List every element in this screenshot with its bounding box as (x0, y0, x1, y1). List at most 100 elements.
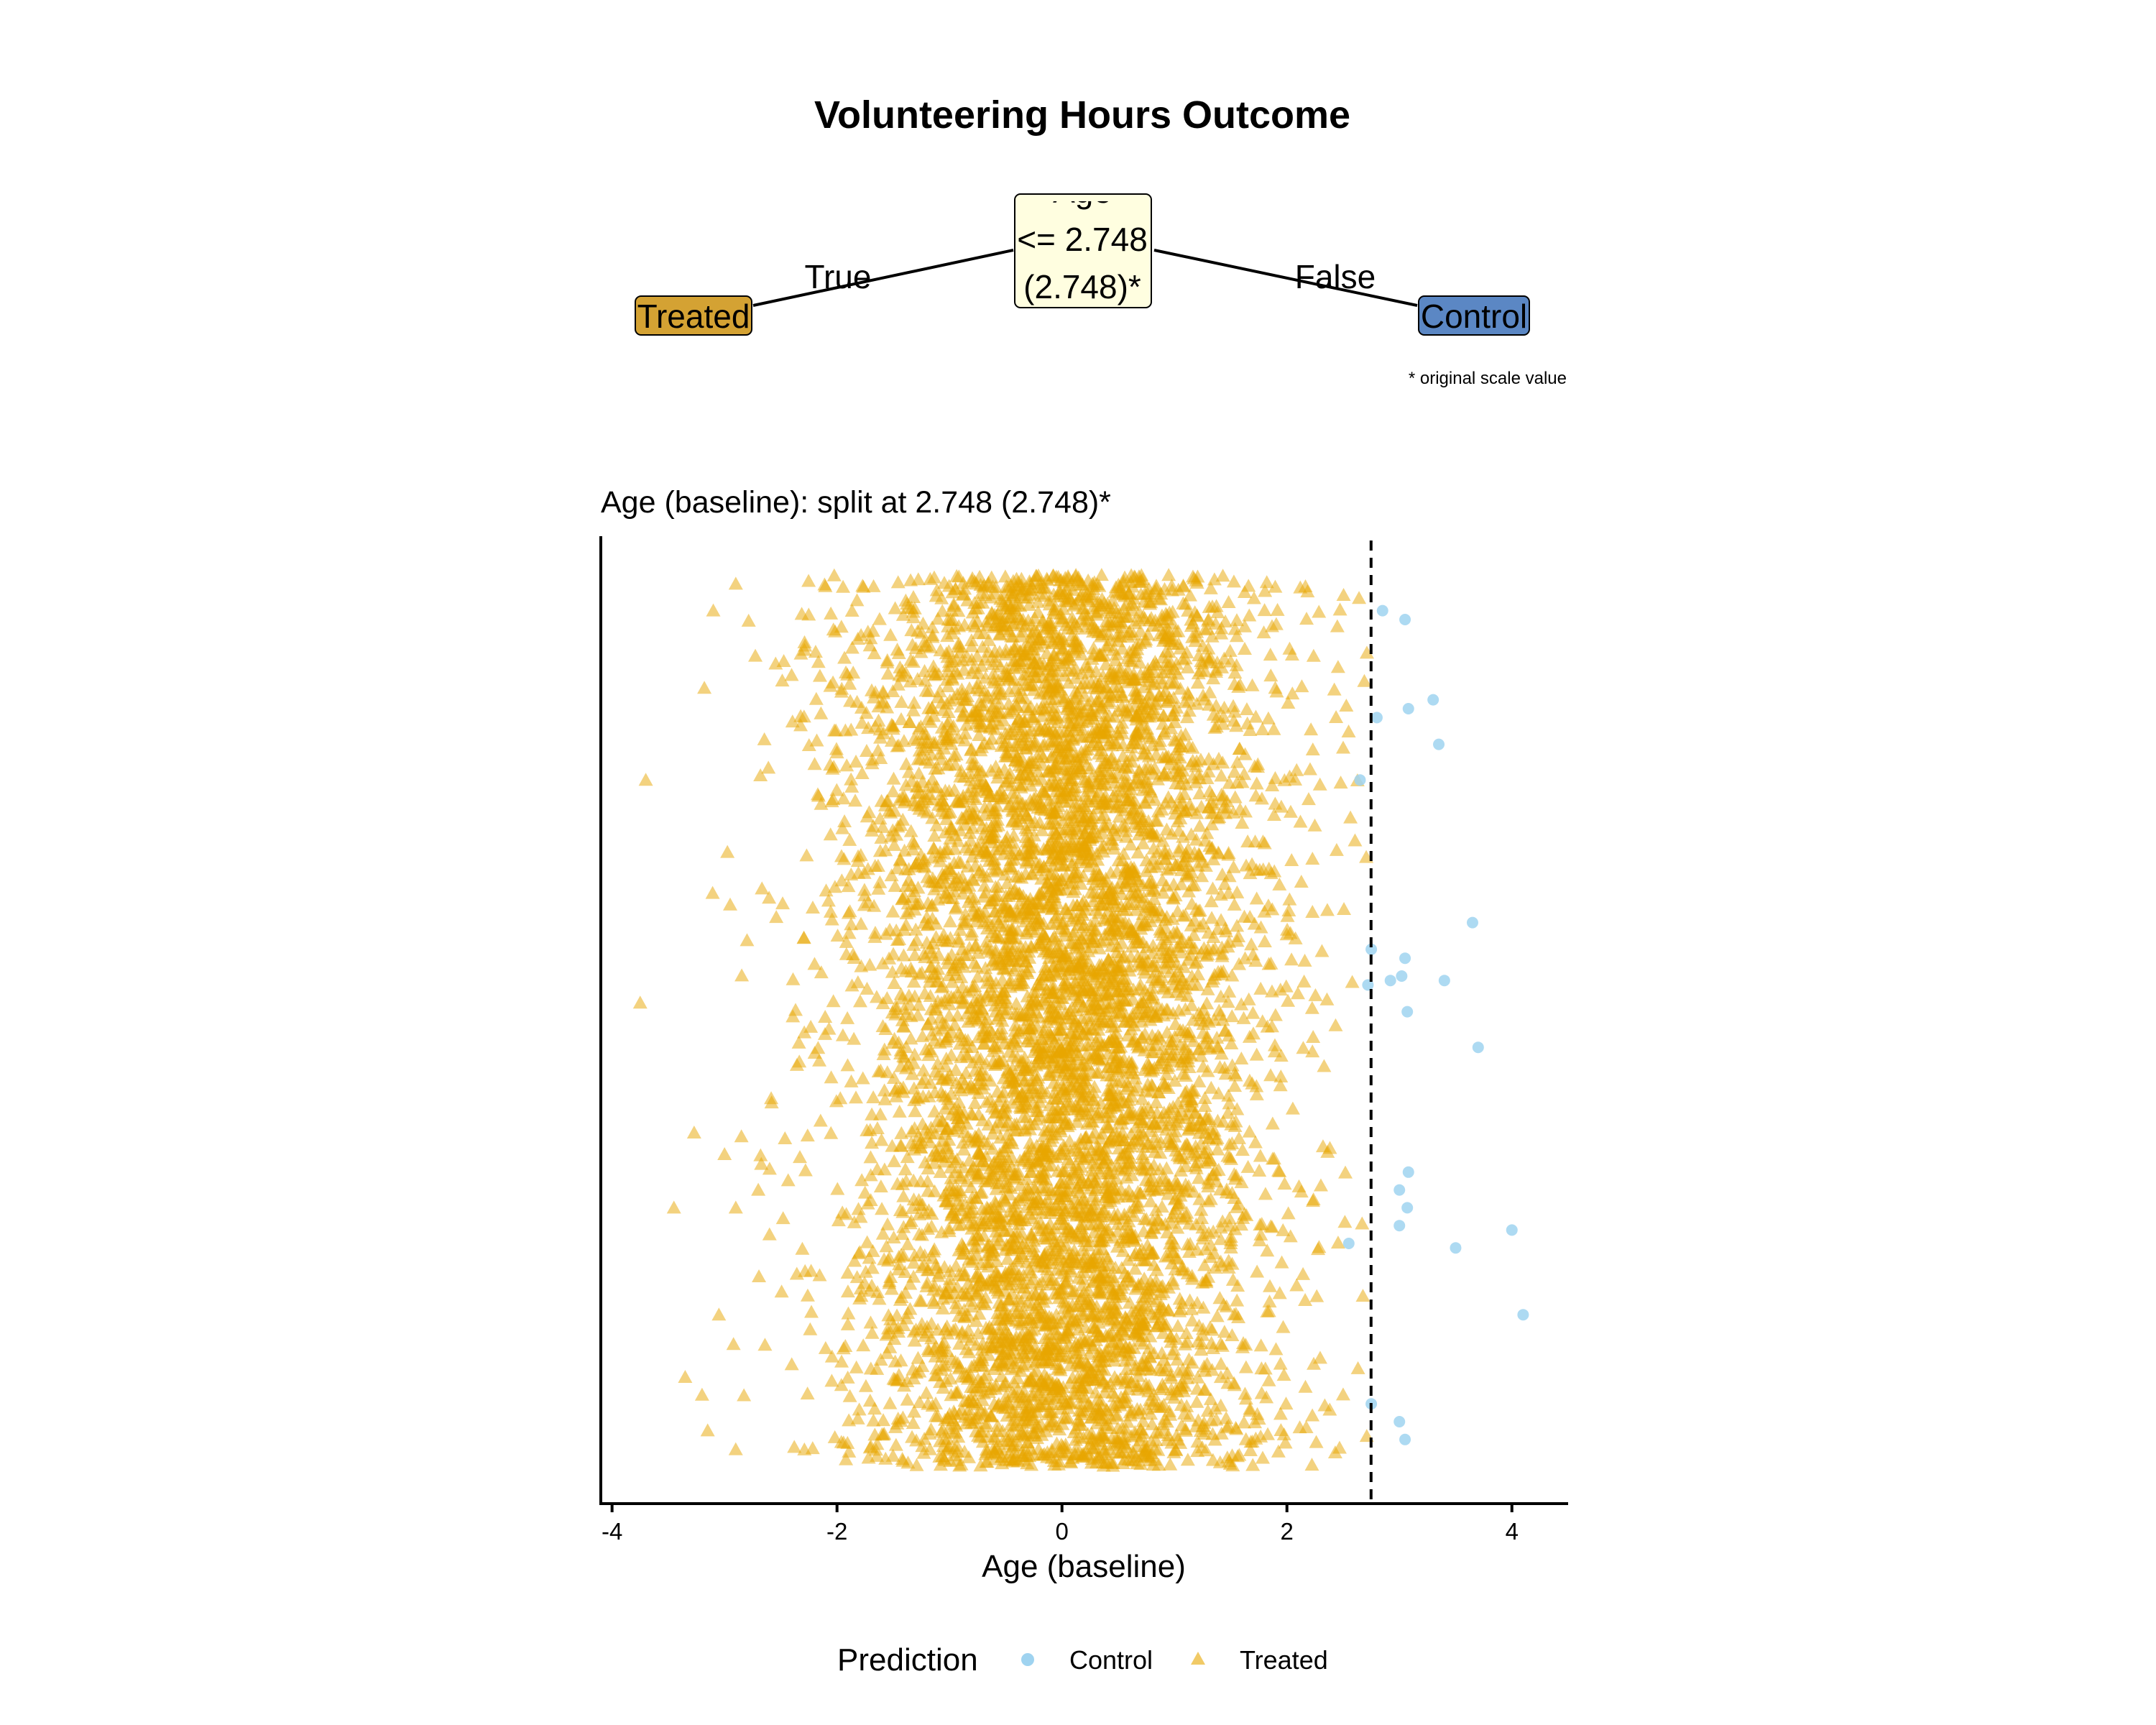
treated-point (1108, 653, 1123, 666)
treated-point (1256, 625, 1271, 639)
treated-point (964, 757, 980, 770)
treated-point (980, 942, 995, 956)
treated-point (1263, 1279, 1278, 1292)
tree-leaf-control (1418, 295, 1530, 336)
treated-point (1107, 1211, 1123, 1225)
treated-point (1158, 661, 1174, 675)
treated-point (1288, 931, 1303, 944)
treated-point (1199, 996, 1215, 1010)
treated-point (1296, 1041, 1311, 1054)
treated-point (1222, 643, 1238, 657)
treated-point (896, 1189, 911, 1202)
treated-point (1180, 1237, 1195, 1251)
treated-point (941, 757, 957, 770)
treated-point (1153, 1382, 1168, 1396)
treated-point (1061, 1306, 1076, 1320)
treated-point (1161, 1302, 1176, 1316)
treated-point (850, 1411, 865, 1425)
treated-point (900, 1237, 915, 1251)
treated-point (1166, 1445, 1181, 1458)
treated-point (906, 732, 921, 745)
treated-point (1006, 828, 1021, 842)
treated-point (955, 1160, 970, 1174)
treated-point (824, 1349, 839, 1363)
treated-point (1197, 1258, 1212, 1271)
treated-point (784, 1357, 799, 1371)
treated-point (844, 978, 860, 992)
treated-point (1202, 784, 1217, 798)
treated-point (944, 975, 959, 988)
treated-point (840, 1058, 855, 1072)
treated-point (1248, 709, 1263, 723)
treated-point (1109, 1172, 1124, 1185)
treated-point (1271, 1163, 1286, 1177)
treated-point (814, 965, 829, 979)
treated-point (818, 1340, 833, 1354)
treated-point (1213, 989, 1228, 1003)
treated-point (1141, 1136, 1156, 1150)
treated-point (875, 696, 890, 709)
treated-point (1123, 837, 1138, 851)
treated-point (862, 1440, 877, 1454)
treated-point (1268, 1008, 1283, 1021)
treated-point (1023, 1136, 1038, 1149)
treated-point (1166, 1390, 1181, 1404)
treated-point (1180, 686, 1195, 699)
treated-point (1118, 818, 1133, 832)
treated-point (1207, 572, 1222, 586)
treated-point (929, 589, 944, 602)
treated-point (1313, 1178, 1328, 1192)
treated-point (1245, 678, 1260, 691)
treated-point (1151, 857, 1166, 870)
treated-point (844, 604, 860, 617)
treated-point (925, 1251, 940, 1264)
treated-point (1128, 903, 1143, 916)
treated-point (1077, 1067, 1092, 1081)
treated-point (1343, 810, 1358, 824)
treated-point (1131, 827, 1146, 841)
treated-point (969, 614, 985, 627)
treated-point (885, 965, 900, 978)
treated-point (812, 668, 827, 682)
treated-point (807, 957, 822, 970)
treated-point (796, 931, 811, 944)
treated-point (889, 827, 904, 841)
treated-point (837, 852, 852, 865)
treated-point (1260, 1243, 1275, 1257)
treated-point (870, 1437, 885, 1450)
decision-tree: Age <= 2.748 (2.748)* True False Treated… (635, 193, 1567, 388)
treated-point (1174, 1163, 1189, 1177)
treated-point (842, 1444, 857, 1458)
treated-point (995, 1013, 1010, 1027)
treated-point (697, 681, 712, 694)
treated-point (896, 948, 911, 962)
treated-point (872, 1292, 887, 1305)
treated-point (1305, 1044, 1320, 1058)
treated-point (965, 821, 980, 834)
treated-point (824, 606, 839, 620)
treated-point (1192, 1192, 1207, 1205)
treated-point (1077, 1056, 1092, 1070)
treated-point (927, 828, 942, 842)
treated-point (1359, 645, 1374, 659)
treated-point (1225, 1328, 1240, 1341)
treated-point (837, 814, 852, 827)
treated-point (929, 916, 944, 930)
treated-point (1173, 681, 1188, 695)
treated-point (1081, 1283, 1096, 1297)
treated-point (885, 1448, 900, 1462)
treated-point (1155, 873, 1170, 887)
treated-point (1306, 648, 1321, 662)
treated-point (900, 1150, 915, 1164)
treated-point (903, 674, 918, 688)
treated-point (1238, 804, 1253, 818)
treated-point (1254, 791, 1269, 805)
treated-point (1158, 947, 1174, 960)
treated-point (1094, 934, 1109, 948)
treated-point (1062, 1133, 1077, 1147)
treated-point (1253, 1149, 1268, 1162)
treated-point (898, 879, 913, 893)
treated-point (1115, 971, 1130, 985)
treated-point (824, 1070, 839, 1084)
treated-point (933, 1164, 948, 1178)
